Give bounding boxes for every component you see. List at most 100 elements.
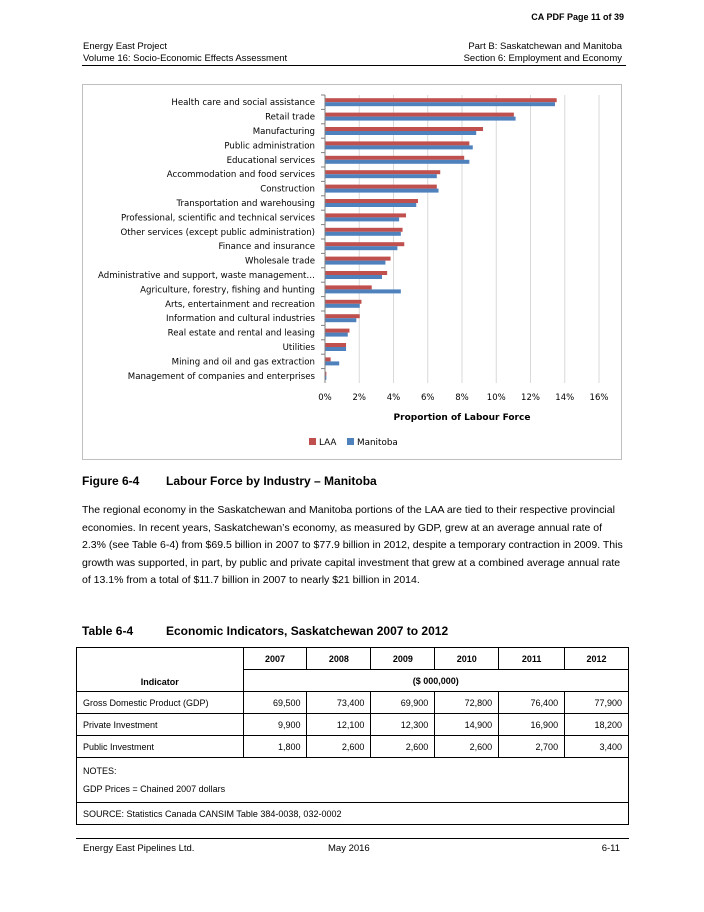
table-notes: NOTES: GDP Prices = Chained 2007 dollars bbox=[76, 757, 629, 803]
year-header: 2007 bbox=[242, 647, 308, 670]
header-right: Part B: Saskatchewan and Manitoba Sectio… bbox=[464, 41, 622, 65]
project-name: Energy East Project bbox=[83, 41, 167, 52]
bar-laa bbox=[325, 256, 391, 261]
bar-laa bbox=[325, 213, 406, 218]
x-tick-label: 16% bbox=[590, 393, 609, 403]
bar-manitoba bbox=[325, 231, 401, 236]
bar-laa bbox=[325, 357, 331, 362]
table-source-row: SOURCE: Statistics Canada CANSIM Table 3… bbox=[76, 802, 629, 825]
table-row: Private Investment 9,900 12,100 12,300 1… bbox=[76, 713, 629, 736]
bar-laa bbox=[325, 155, 465, 160]
unit-header: ($ 000,000) bbox=[242, 669, 630, 692]
part-name: Part B: Saskatchewan and Manitoba bbox=[468, 41, 622, 52]
bar-manitoba bbox=[325, 303, 360, 308]
table-cell: 69,900 bbox=[370, 691, 436, 714]
category-label: Mining and oil and gas extraction bbox=[172, 357, 315, 367]
bar-laa bbox=[325, 343, 347, 347]
category-label: Information and cultural industries bbox=[166, 314, 315, 324]
bar-laa bbox=[325, 227, 403, 232]
category-label: Real estate and rental and leasing bbox=[168, 329, 315, 339]
footer-date: May 2016 bbox=[328, 843, 370, 854]
table-cell: 73,400 bbox=[306, 691, 372, 714]
bar-laa bbox=[325, 127, 484, 131]
category-label: Other services (except public administra… bbox=[121, 228, 315, 238]
figure-title: Labour Force by Industry – Manitoba bbox=[166, 474, 377, 488]
category-label: Utilities bbox=[283, 343, 316, 353]
year-header: 2011 bbox=[498, 647, 566, 670]
figure-number: Figure 6-4 bbox=[82, 474, 140, 488]
x-tick-label: 14% bbox=[555, 393, 574, 403]
notes-text: GDP Prices = Chained 2007 dollars bbox=[83, 784, 226, 794]
header-rule bbox=[82, 65, 626, 66]
table-cell: 9,900 bbox=[242, 713, 308, 736]
bar-manitoba bbox=[325, 275, 383, 279]
bar-laa bbox=[325, 271, 388, 275]
bar-laa bbox=[325, 242, 405, 247]
bar-manitoba bbox=[325, 332, 348, 337]
bar-manitoba bbox=[325, 375, 327, 380]
category-label: Wholesale trade bbox=[245, 257, 315, 267]
bar-laa bbox=[325, 328, 350, 333]
bar-laa bbox=[325, 170, 441, 175]
category-label: Agriculture, forestry, fishing and hunti… bbox=[140, 285, 315, 295]
bar-manitoba bbox=[325, 347, 347, 351]
footer-page-number: 6-11 bbox=[601, 843, 620, 854]
table-cell: 77,900 bbox=[564, 691, 629, 714]
bar-manitoba bbox=[325, 318, 357, 323]
footer-company: Energy East Pipelines Ltd. bbox=[83, 843, 195, 854]
year-header: 2012 bbox=[564, 647, 629, 670]
pdf-page-label: CA PDF Page 11 of 39 bbox=[531, 12, 624, 22]
x-tick-label: 6% bbox=[421, 393, 435, 403]
bar-manitoba bbox=[325, 145, 473, 150]
table-cell: 18,200 bbox=[564, 713, 629, 736]
section-name: Section 6: Employment and Economy bbox=[463, 53, 622, 64]
labour-force-chart: 0% 2% 4% 6% 8% 10% 12% 14% 16% Health care and so… bbox=[82, 84, 622, 460]
header-left: Energy East Project Volume 16: Socio-Eco… bbox=[83, 41, 287, 65]
bar-manitoba bbox=[325, 246, 398, 251]
table-cell: 2,600 bbox=[434, 735, 500, 758]
figure-caption: Figure 6-4 Labour Force by Industry – Man… bbox=[82, 474, 377, 488]
x-tick-label: 12% bbox=[521, 393, 540, 403]
year-header: 2008 bbox=[306, 647, 372, 670]
x-tick-label: 8% bbox=[455, 393, 469, 403]
chart-svg: 0% 2% 4% 6% 8% 10% 12% 14% 16% Health care and so… bbox=[98, 94, 609, 448]
bar-manitoba bbox=[325, 174, 437, 179]
economic-indicators-table: Indicator 2007 2008 2009 2010 2011 2012 … bbox=[76, 647, 630, 825]
body-paragraph: The regional economy in the Saskatchewan… bbox=[82, 504, 623, 586]
table-notes-row: NOTES: GDP Prices = Chained 2007 dollars bbox=[76, 757, 629, 803]
table-cell: 2,700 bbox=[498, 735, 566, 758]
x-tick-label: 10% bbox=[487, 393, 506, 403]
notes-label: NOTES: bbox=[83, 766, 117, 776]
legend-label: LAA bbox=[319, 438, 336, 448]
table-title: Economic Indicators, Saskatchewan 2007 t… bbox=[166, 624, 449, 638]
bar-laa bbox=[325, 285, 372, 290]
category-label: Educational services bbox=[227, 156, 316, 166]
table-cell: 69,500 bbox=[242, 691, 308, 714]
row-label: Private Investment bbox=[76, 713, 244, 736]
table-row: Public Investment 1,800 2,600 2,600 2,60… bbox=[76, 735, 629, 758]
table-cell: 2,600 bbox=[370, 735, 436, 758]
bar-manitoba bbox=[325, 203, 417, 207]
legend-swatch bbox=[347, 438, 354, 445]
table-cell: 12,300 bbox=[370, 713, 436, 736]
category-label: Transportation and warehousing bbox=[175, 199, 315, 209]
bar-manitoba bbox=[325, 289, 401, 294]
x-axis-label: Proportion of Labour Force bbox=[394, 413, 531, 423]
bar-manitoba bbox=[325, 116, 516, 121]
table-caption: Table 6-4 Economic Indicators, Saskatchew… bbox=[82, 624, 448, 638]
bar-manitoba bbox=[325, 361, 340, 366]
bar-laa bbox=[325, 112, 514, 117]
bar-laa bbox=[325, 199, 418, 203]
footer-rule bbox=[76, 838, 629, 839]
table-row: Gross Domestic Product (GDP) 69,500 73,4… bbox=[76, 691, 629, 714]
year-header: 2010 bbox=[434, 647, 500, 670]
x-tick-label: 0% bbox=[318, 393, 332, 403]
bar-manitoba bbox=[325, 188, 439, 193]
category-label: Arts, entertainment and recreation bbox=[165, 300, 315, 310]
bar-laa bbox=[325, 299, 362, 304]
category-label: Accommodation and food services bbox=[167, 170, 316, 180]
year-header: 2009 bbox=[370, 647, 436, 670]
category-label: Retail trade bbox=[265, 113, 315, 123]
legend-label: Manitoba bbox=[357, 438, 398, 448]
table-cell: 3,400 bbox=[564, 735, 629, 758]
